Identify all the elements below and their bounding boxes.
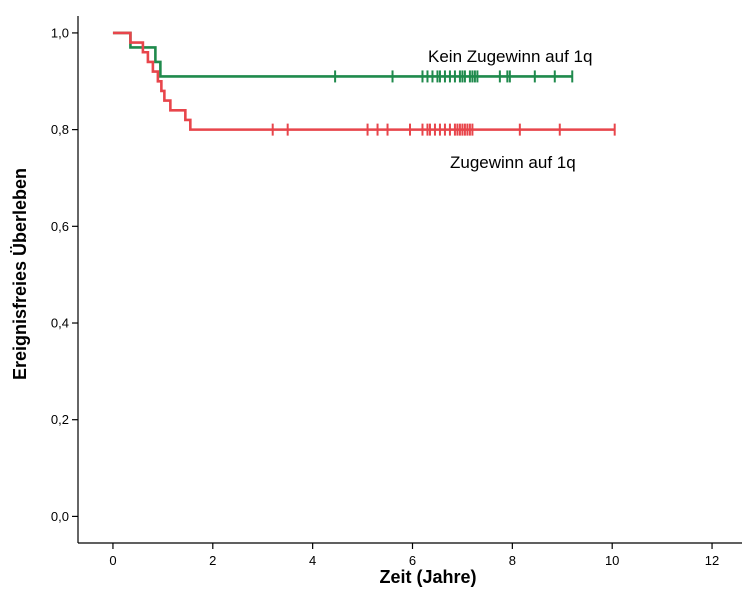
series-label-zugewinn: Zugewinn auf 1q	[450, 153, 576, 172]
survival-curve	[112, 31, 615, 131]
x-tick-label: 2	[209, 553, 216, 568]
x-tick-label: 10	[605, 553, 619, 568]
x-tick-label: 0	[109, 553, 116, 568]
y-tick-label: 0,4	[51, 316, 69, 331]
y-tick-label: 0,0	[51, 509, 69, 524]
x-axis: 0 2 4 6 8 10 12	[78, 542, 742, 568]
series-1	[112, 31, 616, 136]
y-tick-label: 0,6	[51, 219, 69, 234]
y-axis: 0,0 0,2 0,4 0,6 0,8 1,0	[51, 16, 79, 543]
x-tick-label: 4	[309, 553, 316, 568]
x-tick-label: 12	[705, 553, 719, 568]
y-tick-label: 0,2	[51, 412, 69, 427]
x-tick-label: 8	[509, 553, 516, 568]
x-tick-label: 6	[409, 553, 416, 568]
y-tick-label: 1,0	[51, 25, 69, 40]
y-tick-label: 0,8	[51, 122, 69, 137]
series-layer	[112, 31, 616, 136]
series-label-kein-zugewinn: Kein Zugewinn auf 1q	[428, 47, 592, 66]
y-axis-title: Ereignisfreies Überleben	[10, 168, 30, 380]
x-axis-title: Zeit (Jahre)	[379, 567, 476, 587]
